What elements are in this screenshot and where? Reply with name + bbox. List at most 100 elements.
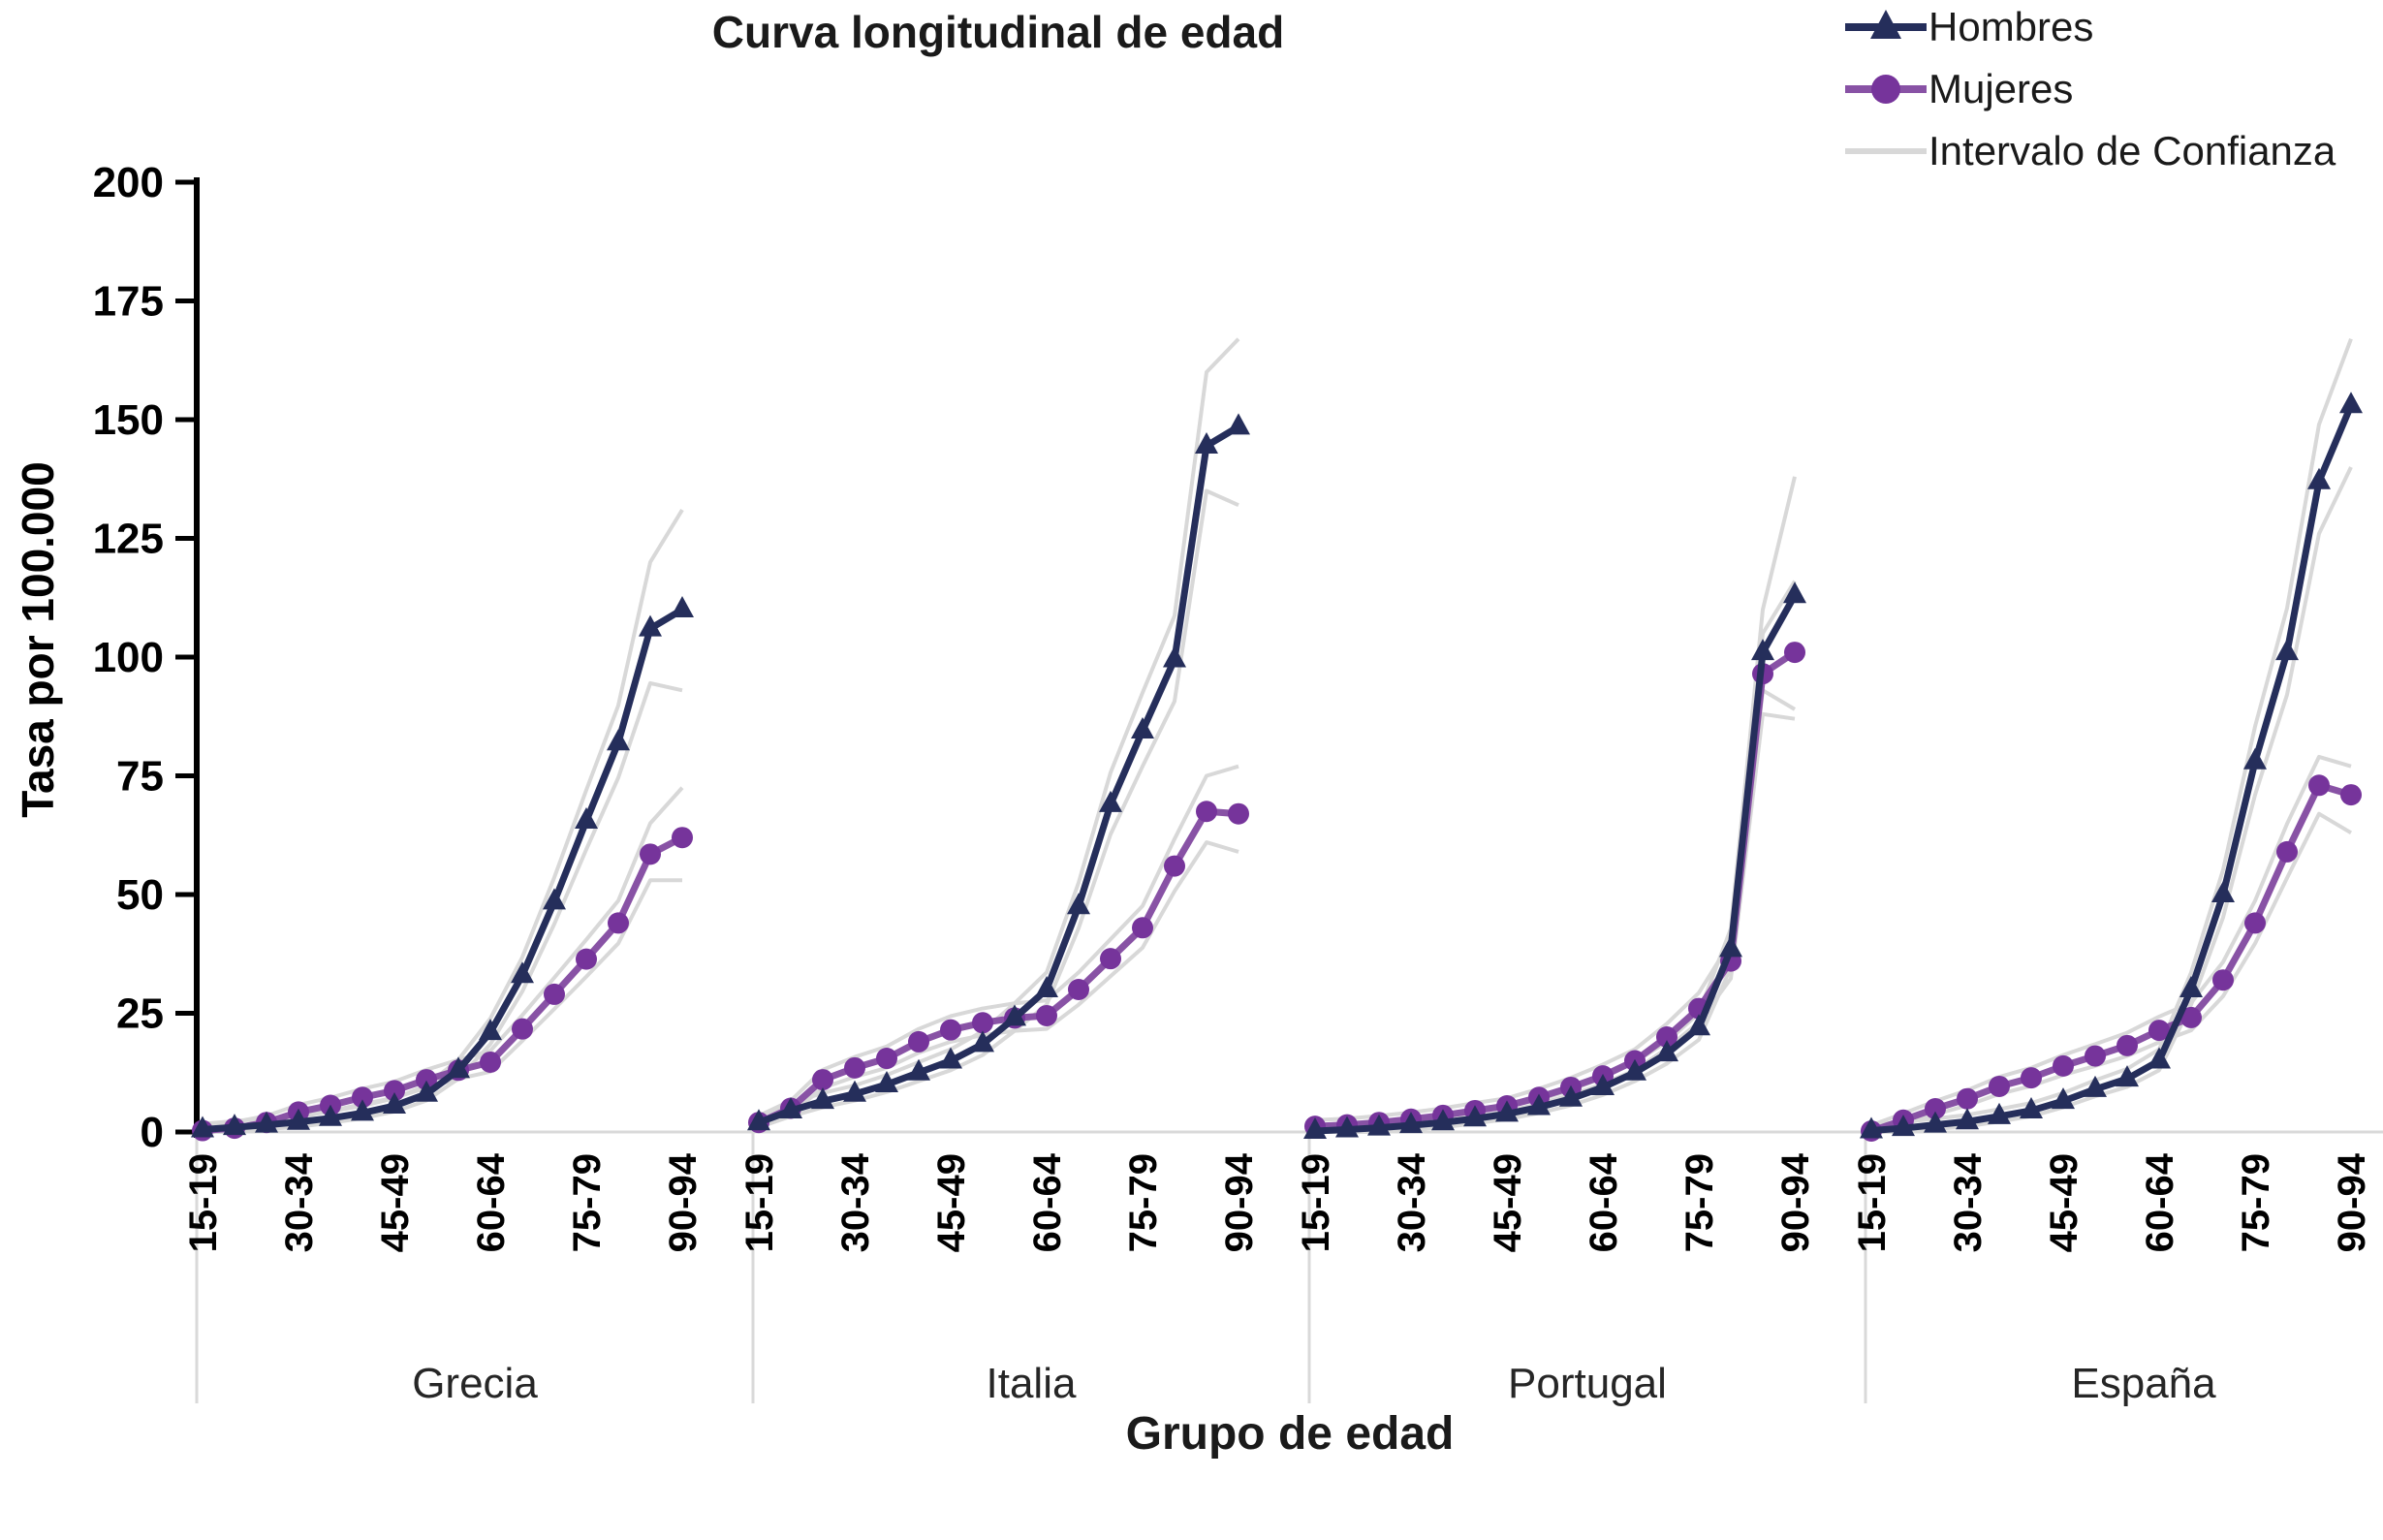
legend-item-hombres: Hombres [1843, 0, 2336, 54]
x-tick-label: 45-49 [2043, 1153, 2085, 1252]
women-marker [1164, 855, 1185, 877]
women-marker [1957, 1087, 1978, 1110]
men-marker [2307, 467, 2331, 489]
x-tick-label: 75-79 [1678, 1153, 1721, 1252]
women-marker [2085, 1045, 2106, 1067]
men-marker [2179, 976, 2203, 997]
y-axis: 0 25 50 75 100 125 150 175 200 [93, 159, 200, 1156]
women-marker [1228, 802, 1249, 825]
x-tick-label: 30-34 [1391, 1152, 1433, 1252]
men-marker [607, 729, 630, 751]
x-tick-label: 45-49 [930, 1153, 973, 1252]
women-marker [972, 1012, 993, 1034]
x-axis-title: Grupo de edad [1125, 1408, 1455, 1460]
women-marker [1656, 1026, 1678, 1048]
country-label: Grecia [412, 1360, 538, 1407]
chart-title: Curva longitudinal de edad [711, 7, 1285, 57]
men-marker [1431, 1109, 1455, 1131]
confidence-interval-line [202, 509, 684, 1126]
y-tick-label: 150 [93, 396, 164, 444]
men-marker [2052, 1087, 2075, 1110]
x-tick-label: 90-94 [2331, 1152, 2373, 1252]
y-tick-label: 200 [93, 159, 164, 206]
confidence-interval-line [758, 337, 1240, 1118]
men-marker [907, 1058, 930, 1081]
men-marker [2339, 392, 2363, 414]
women-line [202, 834, 684, 1135]
women-marker [908, 1030, 929, 1053]
y-tick-label: 50 [116, 871, 164, 919]
women-marker [1068, 979, 1089, 1000]
women-marker [576, 948, 597, 970]
men-marker [2243, 747, 2267, 770]
legend-label-mujeres: Mujeres [1928, 66, 2074, 111]
y-tick-label: 0 [141, 1109, 164, 1156]
x-tick-label: 30-34 [834, 1152, 877, 1252]
men-marker [1687, 1014, 1710, 1036]
men-marker [2275, 639, 2299, 661]
confidence-interval-line [1871, 466, 2353, 1134]
women-marker [1989, 1075, 2010, 1097]
men-marker [1367, 1114, 1391, 1136]
men-line [1870, 403, 2355, 1135]
men-marker [287, 1108, 310, 1130]
x-tick-label: 75-79 [2235, 1153, 2277, 1252]
x-tick-label: 15-19 [738, 1153, 781, 1252]
men-marker [1956, 1108, 1979, 1130]
y-tick-label: 25 [116, 990, 164, 1038]
confidence-interval-line [1870, 754, 2352, 1128]
men-marker [511, 961, 534, 984]
x-tick-label: 60-64 [1026, 1152, 1069, 1252]
women-marker [2212, 969, 2234, 991]
women-marker [640, 843, 661, 865]
women-marker [2340, 784, 2362, 806]
confidence-interval-line-icon [1845, 148, 1927, 154]
women-marker [2021, 1067, 2042, 1089]
panel-grecia: 15-19 30-34 45-49 60-64 75-79 90-94 Grecia [182, 509, 705, 1407]
men-marker [1924, 1111, 1947, 1133]
women-marker [2053, 1054, 2074, 1077]
men-marker [1860, 1116, 1883, 1139]
panel-portugal: 15-19 30-34 45-49 60-64 75-79 90-94 Portugal [1295, 476, 1817, 1407]
men-marker [543, 888, 566, 910]
x-tick-label: 75-79 [1122, 1153, 1165, 1252]
confidence-interval-line [1870, 811, 2353, 1134]
women-marker [1925, 1097, 1946, 1119]
x-tick-label: 45-49 [1487, 1153, 1529, 1252]
men-marker [1655, 1040, 1678, 1062]
men-marker [875, 1071, 898, 1092]
men-marker [671, 596, 694, 617]
confidence-interval-line [1315, 688, 1797, 1134]
men-marker [1527, 1093, 1551, 1116]
men-marker [1591, 1073, 1615, 1095]
legend-item-intervalo: Intervalo de Confianza [1843, 124, 2336, 178]
men-marker [479, 1019, 502, 1041]
y-tick-label: 75 [116, 753, 164, 801]
men-marker [1303, 1117, 1327, 1140]
men-marker [1035, 976, 1058, 997]
confidence-interval-line [1314, 476, 1797, 1128]
men-marker [1003, 1004, 1026, 1026]
men-marker [1495, 1100, 1519, 1122]
men-marker [255, 1111, 278, 1133]
men-marker [2116, 1065, 2139, 1087]
women-marker [2308, 774, 2330, 797]
men-marker [2148, 1047, 2171, 1069]
men-marker [1559, 1084, 1583, 1107]
men-marker [1751, 639, 1774, 661]
y-tick-label: 175 [93, 278, 164, 326]
x-tick-label: 75-79 [566, 1153, 609, 1252]
women-marker [2276, 840, 2298, 863]
men-marker [1399, 1112, 1423, 1134]
x-tick-label: 60-64 [470, 1152, 513, 1252]
men-marker [1892, 1115, 1915, 1137]
men-marker [1099, 790, 1122, 812]
men-marker [1623, 1058, 1646, 1081]
confidence-interval-line [1314, 711, 1796, 1133]
women-marker [672, 827, 693, 849]
men-marker [1783, 581, 1806, 604]
legend-label-hombres: Hombres [1928, 4, 2094, 49]
country-label: Italia [987, 1360, 1077, 1407]
women-marker [2148, 1020, 2170, 1042]
